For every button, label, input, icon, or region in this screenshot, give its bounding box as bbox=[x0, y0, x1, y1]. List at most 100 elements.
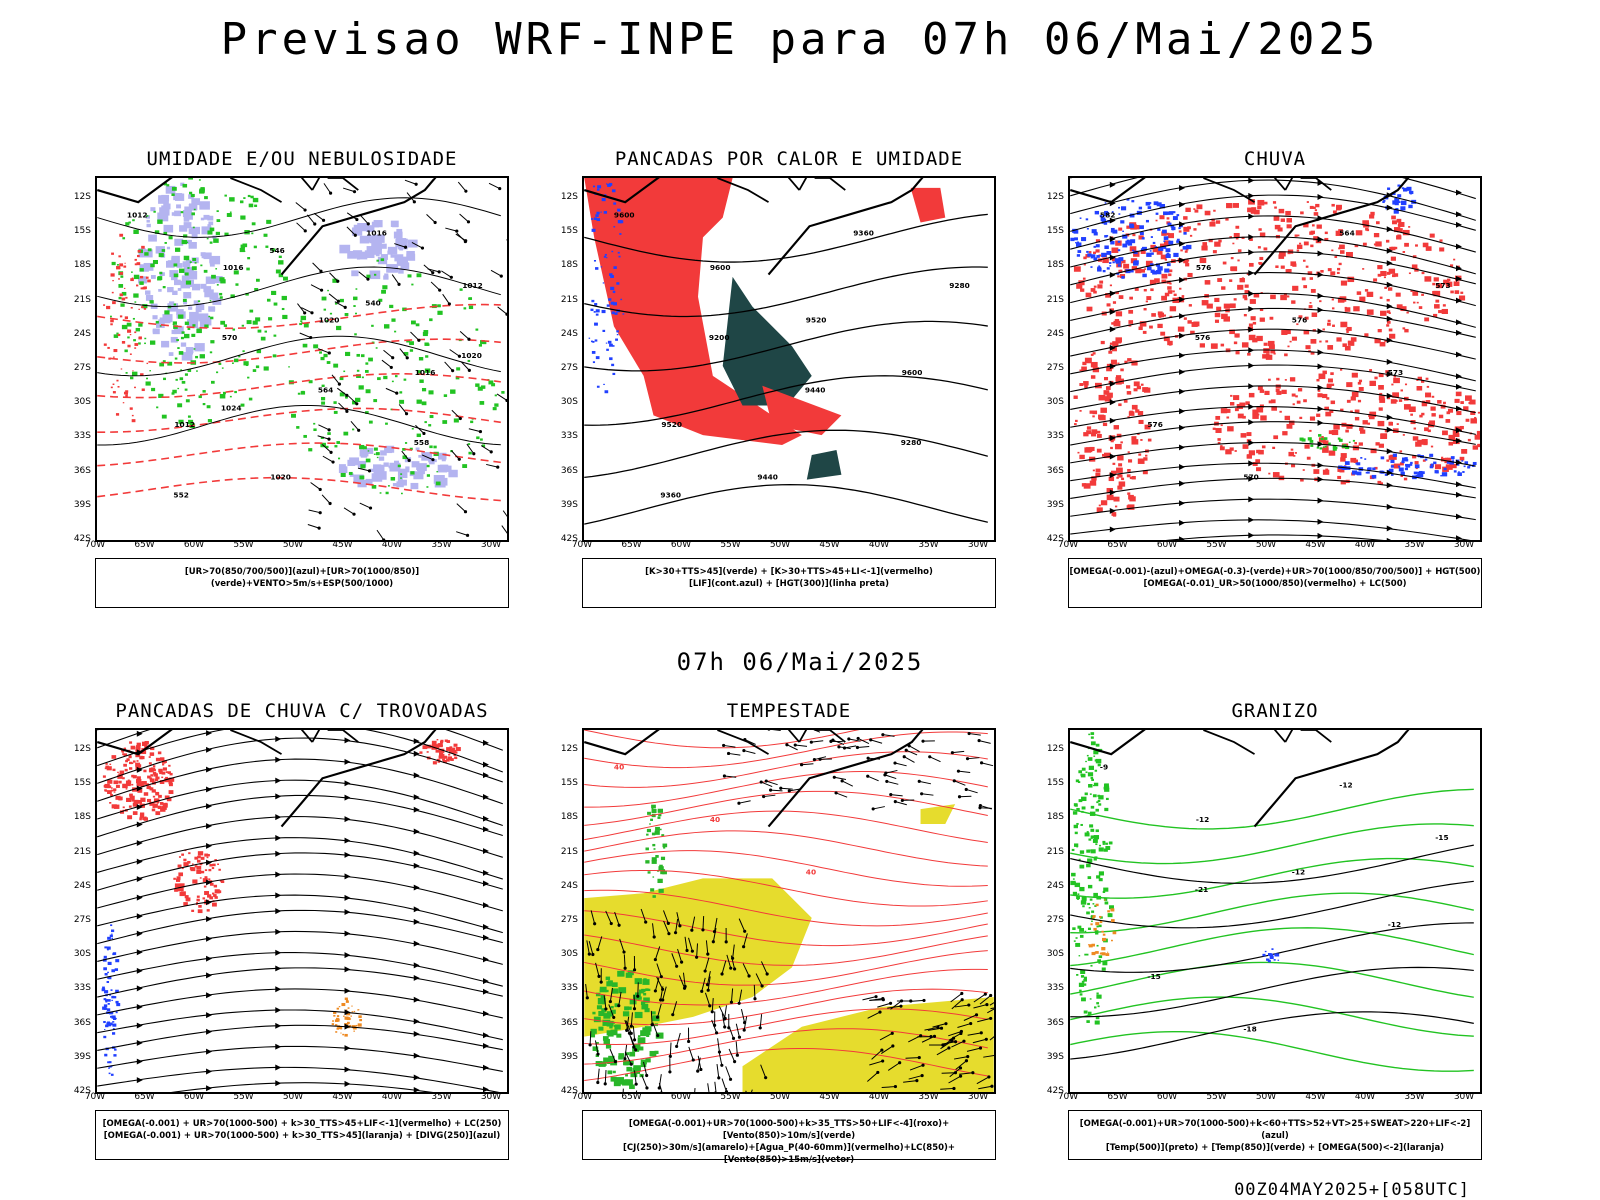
hgt300-line bbox=[584, 429, 988, 479]
red-cell bbox=[1404, 328, 1409, 333]
vector-head bbox=[329, 450, 333, 454]
lif-contour bbox=[604, 390, 609, 394]
red-cell bbox=[148, 762, 152, 765]
red-cell bbox=[129, 353, 132, 355]
field-umidade bbox=[97, 178, 507, 540]
flow-arrow bbox=[1386, 525, 1393, 532]
green-contour-cell bbox=[255, 365, 260, 369]
red-cell bbox=[140, 755, 143, 758]
flow-arrow bbox=[344, 909, 351, 916]
flow-arrow bbox=[1179, 201, 1185, 208]
blue-cell bbox=[1130, 269, 1134, 273]
wind-vector bbox=[869, 998, 883, 1002]
green-contour-cell bbox=[251, 232, 254, 235]
wind-vector bbox=[751, 1089, 753, 1092]
red-cell bbox=[111, 755, 117, 759]
green-contour-cell bbox=[359, 475, 365, 480]
temp850-cell bbox=[1102, 843, 1105, 845]
lat-tick-label: 27S bbox=[73, 915, 91, 925]
flow-arrow bbox=[483, 934, 489, 941]
red-cell bbox=[1226, 203, 1233, 209]
vector-head bbox=[320, 288, 324, 292]
flow-arrow bbox=[1109, 363, 1116, 370]
wind-region bbox=[657, 809, 662, 813]
red-cell bbox=[1273, 352, 1276, 355]
green-contour-cell bbox=[149, 370, 151, 372]
vector-head bbox=[720, 972, 724, 976]
shaded-cell bbox=[365, 225, 375, 232]
coastline bbox=[1253, 178, 1410, 276]
shaded-cell bbox=[209, 257, 216, 263]
red-cell bbox=[1339, 250, 1345, 254]
lif-contour bbox=[596, 218, 601, 222]
red-cell bbox=[1328, 430, 1334, 435]
red-cell bbox=[136, 776, 141, 780]
red-cell bbox=[1392, 220, 1397, 225]
flow-arrow bbox=[136, 858, 143, 865]
green-contour-cell bbox=[171, 392, 175, 395]
green-contour-cell bbox=[218, 362, 222, 365]
red-cell bbox=[1215, 415, 1221, 420]
shaded-cell bbox=[207, 215, 214, 221]
blue-cell bbox=[1410, 461, 1413, 464]
red-cell bbox=[162, 767, 167, 771]
red-cell bbox=[1229, 402, 1235, 406]
red-cell bbox=[1474, 434, 1480, 440]
wind-region bbox=[614, 1024, 621, 1030]
blue-cell bbox=[108, 1022, 113, 1026]
shaded-cell bbox=[200, 217, 205, 221]
flow-arrow bbox=[1179, 368, 1185, 375]
red-cell bbox=[134, 347, 137, 349]
lat-tick-label: 12S bbox=[560, 744, 578, 754]
red-cell bbox=[1388, 421, 1393, 425]
red-cell bbox=[1378, 407, 1383, 411]
green-contour-cell bbox=[450, 389, 456, 394]
red-cell bbox=[1164, 292, 1170, 297]
red-cell bbox=[136, 284, 139, 287]
flow-arrow bbox=[413, 738, 420, 745]
contour-label: 1020 bbox=[461, 351, 482, 360]
flow-arrow bbox=[344, 1045, 351, 1052]
red-cell bbox=[1096, 433, 1102, 438]
green-contour-cell bbox=[411, 427, 414, 430]
red-cell bbox=[1386, 320, 1391, 324]
temp850-cell bbox=[1079, 934, 1084, 938]
vector-head bbox=[793, 743, 797, 747]
red-cell bbox=[1078, 280, 1085, 286]
temp850-cell bbox=[1098, 955, 1103, 959]
red-cell bbox=[1354, 244, 1359, 248]
temp850-cell bbox=[1095, 743, 1100, 747]
red-cell bbox=[1124, 360, 1128, 364]
vector-head bbox=[742, 945, 746, 949]
red-cell bbox=[1474, 416, 1477, 419]
wind-vector bbox=[728, 752, 741, 756]
lif-contour bbox=[591, 299, 595, 303]
red-cell bbox=[1116, 433, 1122, 438]
green-cell bbox=[1319, 447, 1323, 450]
red-cell bbox=[1458, 295, 1466, 301]
shaded-cell bbox=[357, 479, 367, 488]
red-cell bbox=[1137, 433, 1140, 435]
blue-cell bbox=[1125, 269, 1131, 274]
vector-head bbox=[891, 1044, 895, 1048]
shaded-cell bbox=[448, 469, 458, 478]
temp850-cell bbox=[1097, 794, 1101, 797]
wind-vector bbox=[724, 775, 737, 778]
red-cell bbox=[117, 386, 120, 388]
orange-cell bbox=[1090, 923, 1093, 926]
red-cell bbox=[103, 343, 107, 346]
wind-vector bbox=[321, 494, 331, 504]
red-cell bbox=[1375, 221, 1380, 225]
red-cell bbox=[1271, 406, 1277, 411]
red-cell bbox=[149, 752, 155, 756]
green-contour-cell bbox=[355, 397, 361, 403]
flow-arrow bbox=[1179, 464, 1185, 470]
wind-region bbox=[652, 895, 656, 898]
red-cell bbox=[1138, 235, 1144, 240]
green-contour-cell bbox=[334, 445, 338, 448]
red-cell bbox=[1084, 385, 1088, 388]
state-border bbox=[1203, 730, 1255, 755]
flow-arrow bbox=[1179, 332, 1185, 339]
green-contour-cell bbox=[410, 471, 415, 475]
lat-tick-label: 18S bbox=[1046, 812, 1064, 823]
